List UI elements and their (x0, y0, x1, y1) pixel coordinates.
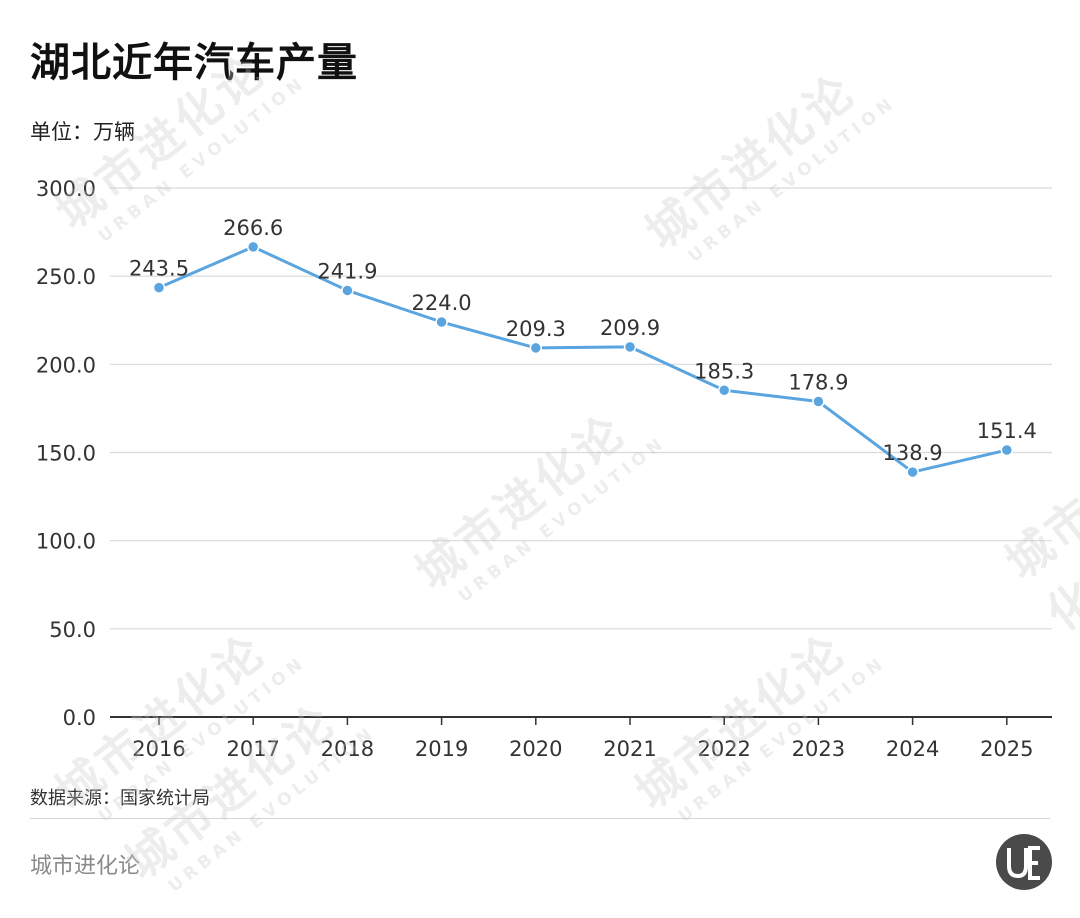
y-tick-label: 0.0 (63, 706, 96, 730)
y-tick-label: 100.0 (36, 530, 96, 554)
series-line (158, 245, 1008, 474)
data-point (623, 340, 637, 354)
x-tick-label: 2021 (603, 737, 656, 761)
brand-logo-icon (996, 834, 1052, 890)
footer-divider (30, 818, 1050, 819)
unit-label: 单位：万辆 (30, 120, 135, 144)
line-chart: 0.0 50.0 100.0 150.0 200.0 250.0 300.0 2016 2017… (36, 177, 1052, 761)
data-point (246, 240, 260, 254)
data-label: 266.6 (223, 216, 283, 240)
y-tick-label: 150.0 (36, 442, 96, 466)
data-label: 209.3 (506, 317, 566, 341)
x-tick-label: 2022 (697, 737, 750, 761)
brand-name: 城市进化论 (30, 854, 141, 879)
data-point (529, 341, 543, 355)
x-tick-label: 2024 (886, 737, 939, 761)
data-point (717, 384, 731, 397)
data-point (152, 281, 166, 294)
x-tick-label: 2019 (415, 737, 468, 761)
data-label: 243.5 (129, 257, 189, 281)
x-tick-label: 2020 (509, 737, 562, 761)
x-tick-label: 2018 (321, 737, 374, 761)
data-point (812, 395, 825, 408)
data-label: 209.9 (600, 316, 660, 340)
data-point (435, 315, 448, 329)
chart-title: 湖北近年汽车产量 (30, 40, 358, 86)
x-tick-label: 2025 (980, 737, 1033, 761)
y-tick-label: 250.0 (36, 265, 96, 289)
data-label: 151.4 (977, 419, 1037, 443)
data-label: 178.9 (788, 371, 848, 395)
x-tick-label: 2016 (132, 737, 185, 761)
y-tick-label: 300.0 (36, 177, 96, 201)
y-tick-label: 50.0 (49, 618, 96, 642)
data-label: 138.9 (883, 441, 943, 465)
data-point (341, 284, 354, 297)
data-point (906, 465, 919, 479)
x-tick-label: 2023 (792, 737, 845, 761)
data-source: 数据来源：国家统计局 (30, 788, 210, 809)
data-label: 185.3 (694, 359, 754, 383)
data-point (1000, 443, 1014, 457)
data-label: 241.9 (317, 259, 377, 283)
data-label: 224.0 (412, 291, 472, 315)
x-tick-label: 2017 (226, 737, 279, 761)
y-tick-label: 200.0 (36, 353, 96, 377)
